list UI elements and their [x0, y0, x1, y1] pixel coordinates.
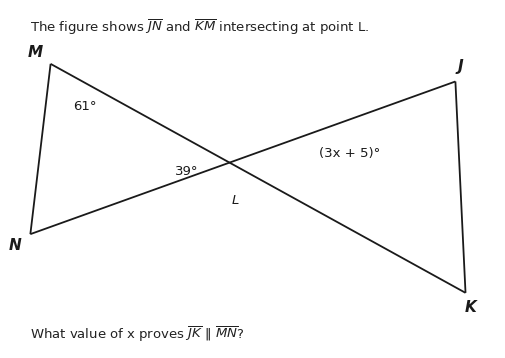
Text: M: M [28, 45, 43, 60]
Text: J: J [457, 59, 463, 74]
Text: L: L [231, 194, 238, 207]
Text: K: K [464, 300, 476, 315]
Text: What value of x proves $\overline{JK}$ $\|$ $\overline{MN}$?: What value of x proves $\overline{JK}$ $… [30, 324, 244, 344]
Text: 39°: 39° [174, 165, 197, 178]
Text: 61°: 61° [73, 100, 96, 113]
Text: (3x + 5)°: (3x + 5)° [318, 147, 379, 160]
Text: N: N [9, 238, 22, 253]
Text: The figure shows $\overline{JN}$ and $\overline{KM}$ intersecting at point L.: The figure shows $\overline{JN}$ and $\o… [30, 18, 369, 37]
